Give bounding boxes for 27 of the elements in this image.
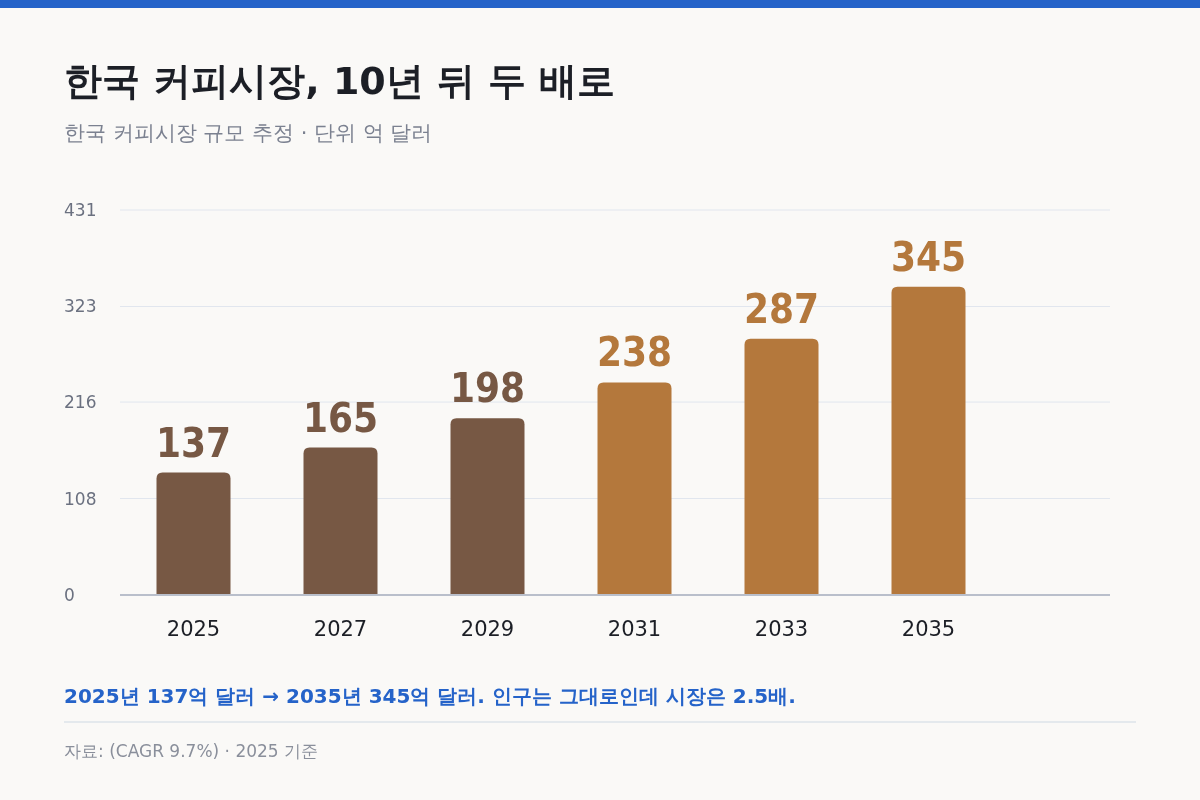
bar bbox=[156, 472, 231, 595]
chart-subtitle: 한국 커피시장 규모 추정 · 단위 억 달러 bbox=[64, 121, 433, 145]
text: 자료: (CAGR 9.7%) · 2025 기준 bbox=[64, 741, 319, 761]
bar bbox=[450, 418, 525, 595]
data-label: 137 bbox=[155, 419, 232, 466]
bar bbox=[597, 382, 672, 595]
x-tick-label: 2027 bbox=[313, 617, 368, 641]
x-tick-label: 2025 bbox=[166, 617, 221, 641]
data-label: 238 bbox=[596, 329, 673, 376]
data-label: 165 bbox=[302, 394, 379, 441]
y-tick-label: 216 bbox=[64, 392, 97, 413]
y-tick-label: 0 bbox=[64, 585, 75, 605]
x-tick-label: 2035 bbox=[901, 617, 956, 641]
chart-title: 한국 커피시장, 10년 뒤 두 배로 bbox=[64, 59, 616, 103]
data-label: 287 bbox=[743, 285, 820, 332]
text: 2025년 137억 달러 → 2035년 345억 달러. 인구는 그대로인데 시장은 2.5배. bbox=[64, 684, 796, 708]
data-label: 198 bbox=[449, 365, 526, 412]
x-tick-label: 2033 bbox=[754, 617, 809, 641]
y-tick-label: 108 bbox=[64, 488, 97, 509]
x-tick-label: 2031 bbox=[607, 617, 662, 641]
x-tick-label: 2029 bbox=[460, 617, 515, 641]
bar bbox=[744, 338, 819, 595]
bar bbox=[303, 447, 378, 595]
y-tick-label: 323 bbox=[64, 296, 97, 317]
data-label: 345 bbox=[890, 233, 967, 280]
y-tick-label: 431 bbox=[64, 200, 97, 220]
bar bbox=[891, 286, 966, 595]
